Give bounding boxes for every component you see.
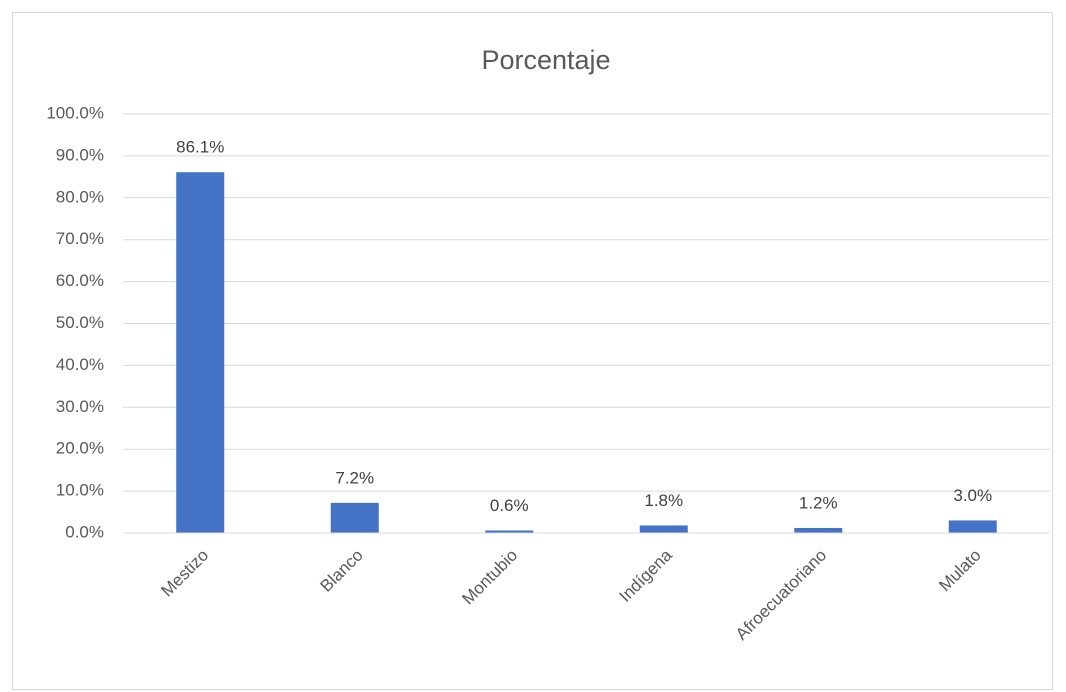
bar: [485, 530, 534, 533]
y-tick-label: 20.0%: [56, 439, 104, 458]
y-tick-label: 0.0%: [65, 522, 104, 541]
bar: [176, 172, 225, 533]
bar: [794, 527, 843, 533]
y-tick-label: 100.0%: [46, 103, 104, 122]
bar: [330, 502, 379, 533]
data-label: 0.6%: [490, 496, 529, 515]
data-label: 1.2%: [799, 493, 838, 512]
data-label: 86.1%: [176, 138, 224, 157]
y-tick-label: 80.0%: [56, 187, 104, 206]
y-tick-label: 90.0%: [56, 145, 104, 164]
data-label: 3.0%: [953, 486, 992, 505]
y-tick-label: 60.0%: [56, 271, 104, 290]
bar: [639, 525, 688, 533]
chart-title: Porcentaje: [481, 45, 610, 75]
y-tick-label: 10.0%: [56, 481, 104, 500]
y-tick-label: 50.0%: [56, 313, 104, 332]
data-label: 1.8%: [644, 491, 683, 510]
data-label: 7.2%: [335, 468, 374, 487]
y-tick-label: 30.0%: [56, 397, 104, 416]
bar: [948, 520, 997, 533]
y-tick-label: 40.0%: [56, 355, 104, 374]
y-tick-label: 70.0%: [56, 229, 104, 248]
